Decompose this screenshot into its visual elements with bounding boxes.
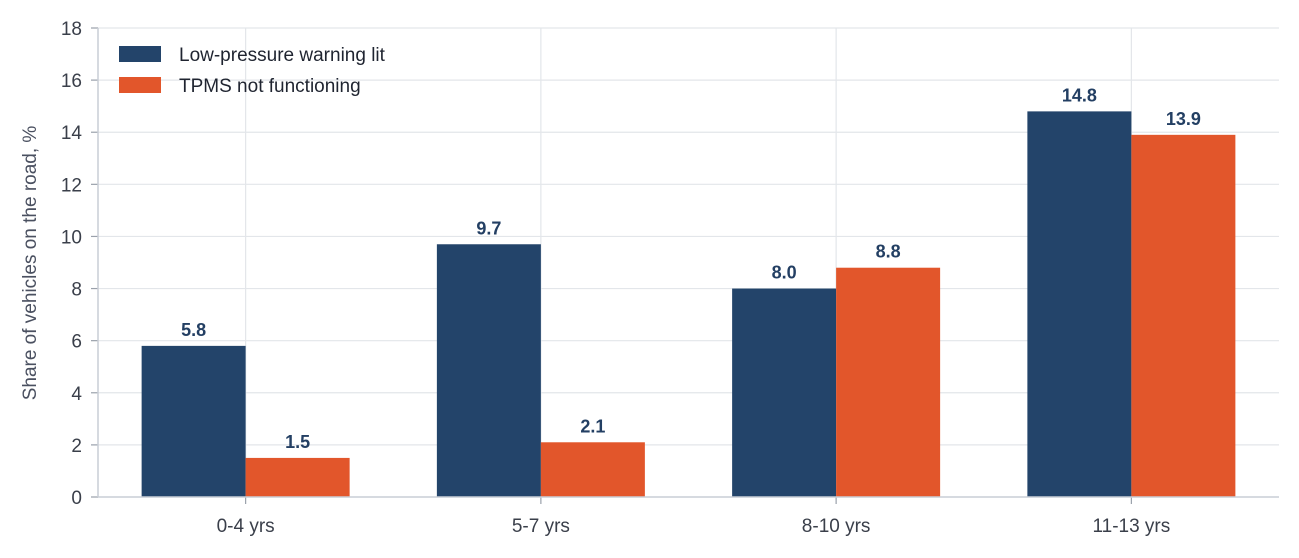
bar-tpms-not-functioning xyxy=(836,267,941,497)
data-labels: 5.8 9.7 8.0 14.8 1.5 2.1 8.8 13.9 xyxy=(181,85,1201,452)
y-tick-label: 10 xyxy=(61,227,82,248)
bar-tpms-not-functioning xyxy=(245,457,350,497)
legend: Low-pressure warning lit TPMS not functio… xyxy=(119,45,386,97)
y-tick-label: 14 xyxy=(61,123,83,144)
bar-value-label: 8.0 xyxy=(772,263,797,283)
y-tick-label: 0 xyxy=(71,488,82,509)
legend-swatch xyxy=(119,46,161,62)
y-tick-label: 4 xyxy=(71,384,82,405)
y-tick-label: 18 xyxy=(61,19,82,40)
legend-label: Low-pressure warning lit xyxy=(179,45,386,66)
bar-warning-lit xyxy=(436,244,541,497)
legend-label: TPMS not functioning xyxy=(179,76,361,97)
y-tick-label: 8 xyxy=(71,280,82,301)
legend-swatch xyxy=(119,77,161,93)
bar-value-label: 5.8 xyxy=(181,320,206,340)
bar-value-label: 9.7 xyxy=(476,218,501,238)
bar-value-label: 13.9 xyxy=(1166,109,1201,129)
y-tick-label: 12 xyxy=(61,175,82,196)
y-tick-label: 16 xyxy=(61,71,82,92)
bar-tpms-not-functioning xyxy=(540,442,645,497)
x-tick-label: 8-10 yrs xyxy=(802,516,871,537)
bar-warning-lit xyxy=(732,288,837,497)
y-tick-label: 2 xyxy=(71,436,82,457)
x-tick-label: 0-4 yrs xyxy=(217,516,275,537)
bar-value-label: 2.1 xyxy=(580,416,605,436)
x-tick-label: 11-13 yrs xyxy=(1092,516,1170,537)
bar-value-label: 1.5 xyxy=(285,432,310,452)
bar-tpms-not-functioning xyxy=(1131,134,1236,498)
bars xyxy=(141,111,1236,498)
y-axis-title: Share of vehicles on the road, % xyxy=(20,126,41,401)
bar-warning-lit xyxy=(141,345,246,497)
bar-value-label: 14.8 xyxy=(1062,85,1097,105)
x-tick-label: 5-7 yrs xyxy=(512,516,570,537)
bar-warning-lit xyxy=(1027,111,1132,497)
y-tick-label: 6 xyxy=(71,332,82,353)
bar-value-label: 8.8 xyxy=(876,242,901,262)
axes: 0 2 4 6 8 10 12 14 16 18 0-4 yrs 5-7 yrs 8-10 yrs 11-… xyxy=(61,19,1279,537)
